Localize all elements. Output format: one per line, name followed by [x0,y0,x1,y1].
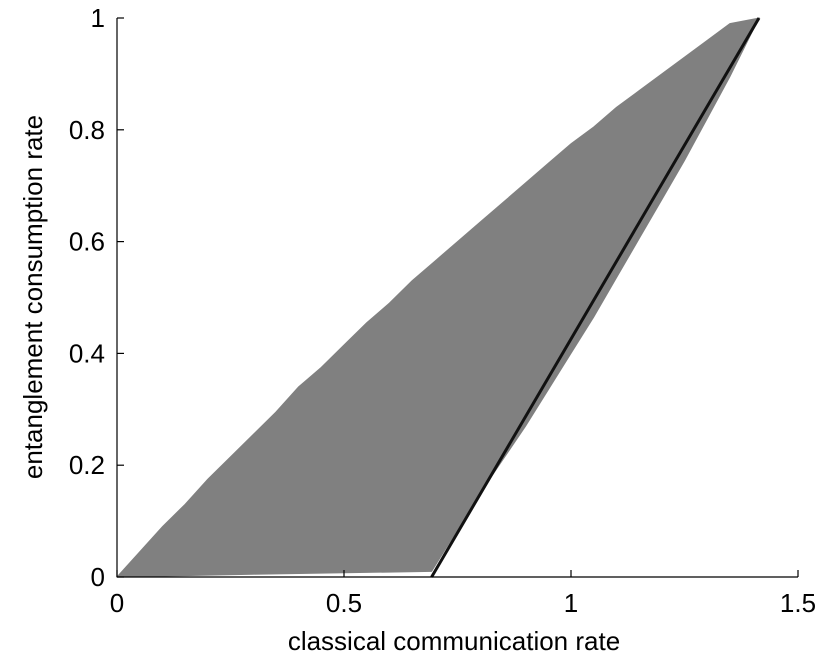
y-tick-label: 0.8 [69,115,105,145]
x-tick-label: 0.5 [326,588,362,618]
x-tick-label: 1.5 [780,588,816,618]
boundary-line-0 [430,17,761,578]
axes: 0 0.5 1 1.5 0 0.2 0.4 0.6 0.8 1 [69,3,816,618]
plot-area [115,17,761,578]
y-tick-label: 0.6 [69,227,105,257]
y-axis-title: entanglement consumption rate [18,115,48,479]
x-tick-label: 0 [110,588,124,618]
y-tick-label: 0 [91,562,105,592]
achievable-region [115,17,760,578]
x-tick-label: 1 [564,588,578,618]
x-axis-title: classical communication rate [288,626,620,656]
y-tick-label: 0.2 [69,450,105,480]
y-tick-label: 0.4 [69,338,105,368]
y-tick-label: 1 [91,3,105,33]
